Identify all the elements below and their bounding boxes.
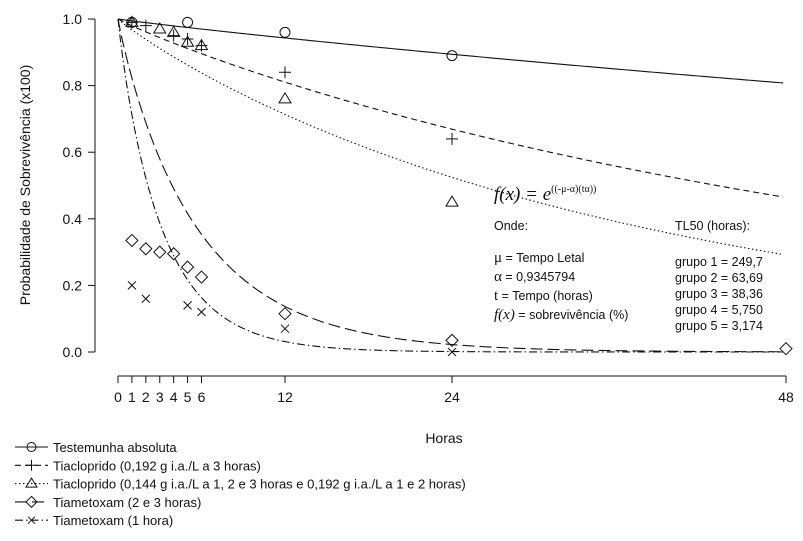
tl50-line: grupo 2 = 63,69 xyxy=(675,271,763,285)
onde-label: Onde: xyxy=(494,219,528,233)
tl50-values: grupo 1 = 249,7 grupo 2 = 63,69 grupo 3 = … xyxy=(675,255,763,333)
legend-label: Testemunha absoluta xyxy=(53,440,177,455)
diamond-marker xyxy=(779,341,793,356)
legend-label: Tiametoxam (1 hora) xyxy=(53,513,173,528)
formula-lhs: f(x) = e xyxy=(494,184,551,205)
plus-marker xyxy=(167,29,180,42)
circle-marker xyxy=(279,26,291,38)
legend-label: Tiametoxam (2 e 3 horas) xyxy=(53,495,201,510)
x-ticks: 0 1 2 3 4 5 6 12 24 48 xyxy=(114,376,794,405)
triangle-marker xyxy=(194,38,209,51)
triangle-marker xyxy=(166,25,181,37)
definition-symbol: α xyxy=(494,269,502,285)
formula: f(x) = e((-μ-α)(tα)) xyxy=(494,184,596,205)
y-tick-label: 1.0 xyxy=(63,11,83,27)
diamond-marker xyxy=(125,233,139,248)
diamond-marker xyxy=(194,270,209,284)
cross-marker xyxy=(141,294,151,304)
definition-text: = 0,9345794 xyxy=(502,270,575,284)
triangle-marker xyxy=(278,91,292,104)
curve-diamond xyxy=(117,18,784,353)
definition-text: = Tempo (horas) xyxy=(498,289,593,303)
cross-marker xyxy=(447,347,457,357)
x-tick-label: 2 xyxy=(142,389,150,405)
curve-cross xyxy=(117,18,784,353)
triangle-marker xyxy=(125,15,139,27)
definition-symbol: μ xyxy=(494,250,502,266)
definition-line: f(x) = sobrevivência (%) xyxy=(494,307,628,323)
circle-marker xyxy=(26,442,37,452)
diamond-marker xyxy=(445,333,459,348)
data-points xyxy=(125,15,793,357)
circle-marker xyxy=(446,50,458,62)
x-tick-label: 3 xyxy=(156,389,164,405)
curve-circle xyxy=(117,18,784,84)
legend: Testemunha absoluta Tiacloprido (0,192 g … xyxy=(15,440,466,528)
x-tick-label: 6 xyxy=(198,389,206,405)
x-tick-label: 1 xyxy=(128,389,136,405)
triangle-marker xyxy=(180,35,195,47)
tl50-line: grupo 1 = 249,7 xyxy=(675,255,763,269)
tl50-title: TL50 (horas): xyxy=(675,219,750,233)
definition-text: = Tempo Letal xyxy=(502,251,584,265)
diamond-marker xyxy=(153,245,167,259)
diamond-marker xyxy=(180,260,195,274)
cross-marker xyxy=(27,516,36,525)
plus-marker xyxy=(139,19,152,32)
cross-marker xyxy=(127,281,137,290)
y-tick-label: 0.4 xyxy=(63,211,83,227)
plus-marker xyxy=(279,66,291,79)
x-tick-label: 4 xyxy=(170,389,178,405)
x-tick-label: 48 xyxy=(778,389,794,405)
y-tick-label: 0.2 xyxy=(63,277,83,293)
y-tick-label: 0.8 xyxy=(63,78,83,94)
y-ticks: 0.0 0.2 0.4 0.6 0.8 1.0 xyxy=(63,11,95,360)
triangle-marker xyxy=(445,195,459,207)
x-tick-label: 24 xyxy=(444,389,460,405)
diamond-marker xyxy=(166,247,181,261)
diamond-marker xyxy=(278,306,292,321)
cross-marker xyxy=(183,301,192,310)
tl50-line: grupo 3 = 38,36 xyxy=(675,287,763,301)
plus-marker xyxy=(26,459,37,471)
x-axis-title: Horas xyxy=(425,430,462,446)
legend-label: Tiacloprido (0,192 g i.a./L a 3 horas) xyxy=(53,458,261,473)
y-tick-label: 0.0 xyxy=(63,344,83,360)
triangle-marker xyxy=(25,477,38,488)
formula-exponent: ((-μ-α)(tα)) xyxy=(551,184,596,195)
model-annotation: f(x) = e((-μ-α)(tα)) Onde: μ = Tempo Let… xyxy=(494,184,763,333)
axes: 0.00.20.40.60.81.0 0 1 2 3 4 5 6 12 24 48 Probabi… xyxy=(17,11,794,446)
triangle-marker xyxy=(152,22,167,34)
x-tick-label: 0 xyxy=(114,389,122,405)
cross-marker xyxy=(197,307,206,317)
definition-line: μ = Tempo Letal xyxy=(494,250,584,266)
tl50-line: grupo 5 = 3,174 xyxy=(675,319,763,333)
curve-plus xyxy=(117,18,784,198)
definition-text: = sobrevivência (%) xyxy=(515,308,629,322)
plus-marker xyxy=(446,132,458,145)
x-tick-label: 12 xyxy=(277,389,293,405)
tl50-line: grupo 4 = 5,750 xyxy=(675,303,763,317)
cross-marker xyxy=(280,324,290,334)
y-axis-title: Probabilidade de Sobrevivência (x100) xyxy=(17,65,33,305)
x-tick-label: 5 xyxy=(184,389,192,405)
definition-symbol: f(x) xyxy=(494,307,515,323)
definition-symbol: t xyxy=(494,288,499,304)
y-tick-label: 0.6 xyxy=(63,144,83,160)
plus-marker xyxy=(181,32,194,45)
circle-marker xyxy=(182,16,194,28)
definition-line: t = Tempo (horas) xyxy=(494,288,593,304)
diamond-marker xyxy=(139,242,153,256)
legend-label: Tiacloprido (0,144 g i.a./L a 1, 2 e 3 h… xyxy=(53,477,466,492)
diamond-marker xyxy=(25,495,38,509)
definition-line: α = 0,9345794 xyxy=(494,269,575,285)
